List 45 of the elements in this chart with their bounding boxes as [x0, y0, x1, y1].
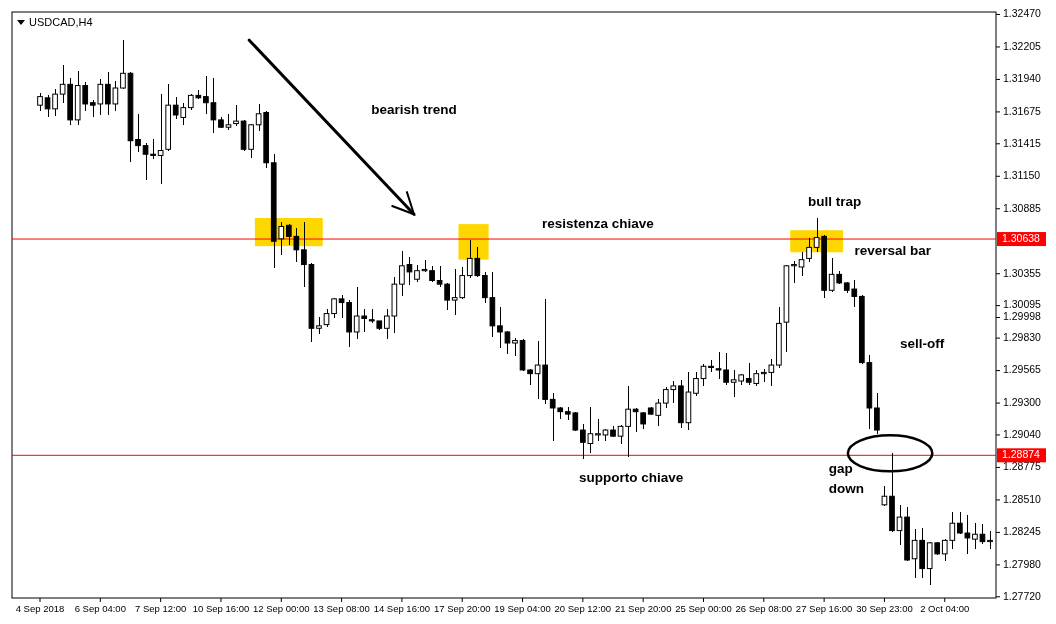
- y-tick-label: 1.31675: [1003, 104, 1042, 117]
- annotation: gap down: [828, 460, 864, 496]
- x-tick-label: 10 Sep 16:00: [192, 603, 250, 614]
- x-tick-label: 27 Sep 16:00: [795, 603, 853, 614]
- y-tick-label: 1.29300: [1003, 395, 1042, 408]
- x-tick-label: 14 Sep 16:00: [373, 603, 431, 614]
- annotation: supporto chiave: [578, 469, 684, 485]
- x-tick-label: 17 Sep 20:00: [433, 603, 491, 614]
- y-tick-label: 1.31940: [1003, 72, 1042, 85]
- y-tick-label: 1.30355: [1003, 266, 1042, 279]
- x-tick-label: 25 Sep 00:00: [675, 603, 732, 614]
- x-tick-label: 13 Sep 08:00: [313, 603, 370, 614]
- x-tick-label: 20 Sep 12:00: [554, 603, 612, 614]
- y-tick-label: 1.30885: [1003, 201, 1042, 214]
- y-tick-label: 1.32470: [1003, 7, 1042, 20]
- x-tick-label: 4 Sep 2018: [15, 603, 65, 614]
- y-tick-label: 1.29040: [1003, 427, 1042, 440]
- y-tick-label: 1.29830: [1003, 330, 1042, 343]
- x-tick-label: 7 Sep 12:00: [135, 603, 187, 614]
- x-tick-label: 21 Sep 20:00: [614, 603, 672, 614]
- y-tick-label: 1.27720: [1003, 589, 1042, 602]
- y-tick-label: 1.28245: [1003, 525, 1042, 538]
- y-tick-label: 1.27980: [1003, 557, 1042, 570]
- y-tick-label: 1.32205: [1003, 39, 1042, 52]
- y-tick-label: 1.30095: [1003, 298, 1042, 311]
- ref-line-label: 1.30638: [1002, 231, 1041, 244]
- y-tick-label: 1.29998: [1003, 310, 1042, 323]
- annotation: resistenza chiave: [542, 215, 655, 231]
- x-tick-label: 30 Sep 23:00: [856, 603, 913, 614]
- x-tick-label: 19 Sep 04:00: [494, 603, 551, 614]
- x-tick-label: 12 Sep 00:00: [253, 603, 310, 614]
- annotation: sell-off: [900, 335, 945, 351]
- annotation: bearish trend: [371, 101, 457, 117]
- y-tick-label: 1.29565: [1003, 363, 1042, 376]
- y-tick-label: 1.31415: [1003, 136, 1042, 149]
- annotation: bull trap: [808, 193, 862, 209]
- y-tick-label: 1.28775: [1003, 460, 1042, 473]
- annotation: reversal bar: [854, 242, 932, 258]
- chart-title: USDCAD,H4: [29, 16, 93, 28]
- x-tick-label: 26 Sep 08:00: [735, 603, 793, 614]
- ref-line-label: 1.28874: [1002, 448, 1041, 461]
- y-tick-label: 1.28510: [1003, 492, 1042, 505]
- x-tick-label: 2 Oct 04:00: [920, 603, 970, 614]
- x-tick-label: 6 Sep 04:00: [74, 603, 126, 614]
- y-tick-label: 1.31150: [1003, 169, 1041, 182]
